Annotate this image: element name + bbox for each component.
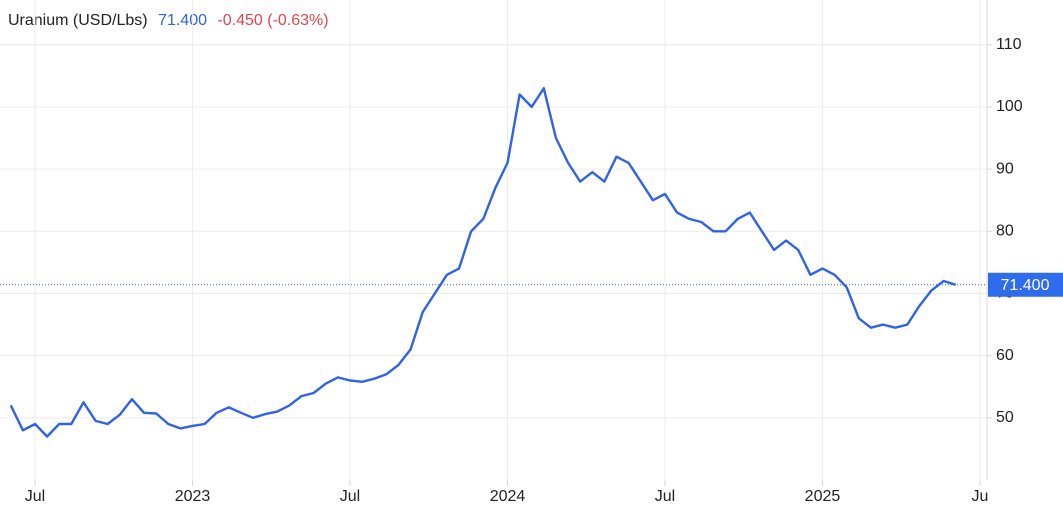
y-tick-label: 110 [996,36,1022,53]
chart-title: Uranium (USD/Lbs) [8,12,148,29]
x-tick-label: Jul [655,488,675,505]
price-line [9,87,957,438]
header-price: 71.400 [158,12,207,29]
y-tick-label: 80 [996,223,1014,240]
price-badge-label: 71.400 [1001,277,1050,294]
x-tick-label: Jul [340,488,360,505]
x-tick-label: Jul [25,488,45,505]
x-tick-label: 2024 [490,488,526,505]
y-tick-label: 90 [996,160,1014,177]
x-tick-label: Ju [972,488,989,505]
y-tick-label: 100 [996,98,1023,115]
x-tick-label: 2023 [175,488,211,505]
chart-header: Uranium (USD/Lbs) 71.400 -0.450 (-0.63%) [8,12,329,29]
x-tick-label: 2025 [805,488,841,505]
y-tick-label: 60 [996,347,1014,364]
y-tick-label: 50 [996,409,1014,426]
price-badge [988,272,1063,297]
header-change: -0.450 (-0.63%) [217,12,328,29]
